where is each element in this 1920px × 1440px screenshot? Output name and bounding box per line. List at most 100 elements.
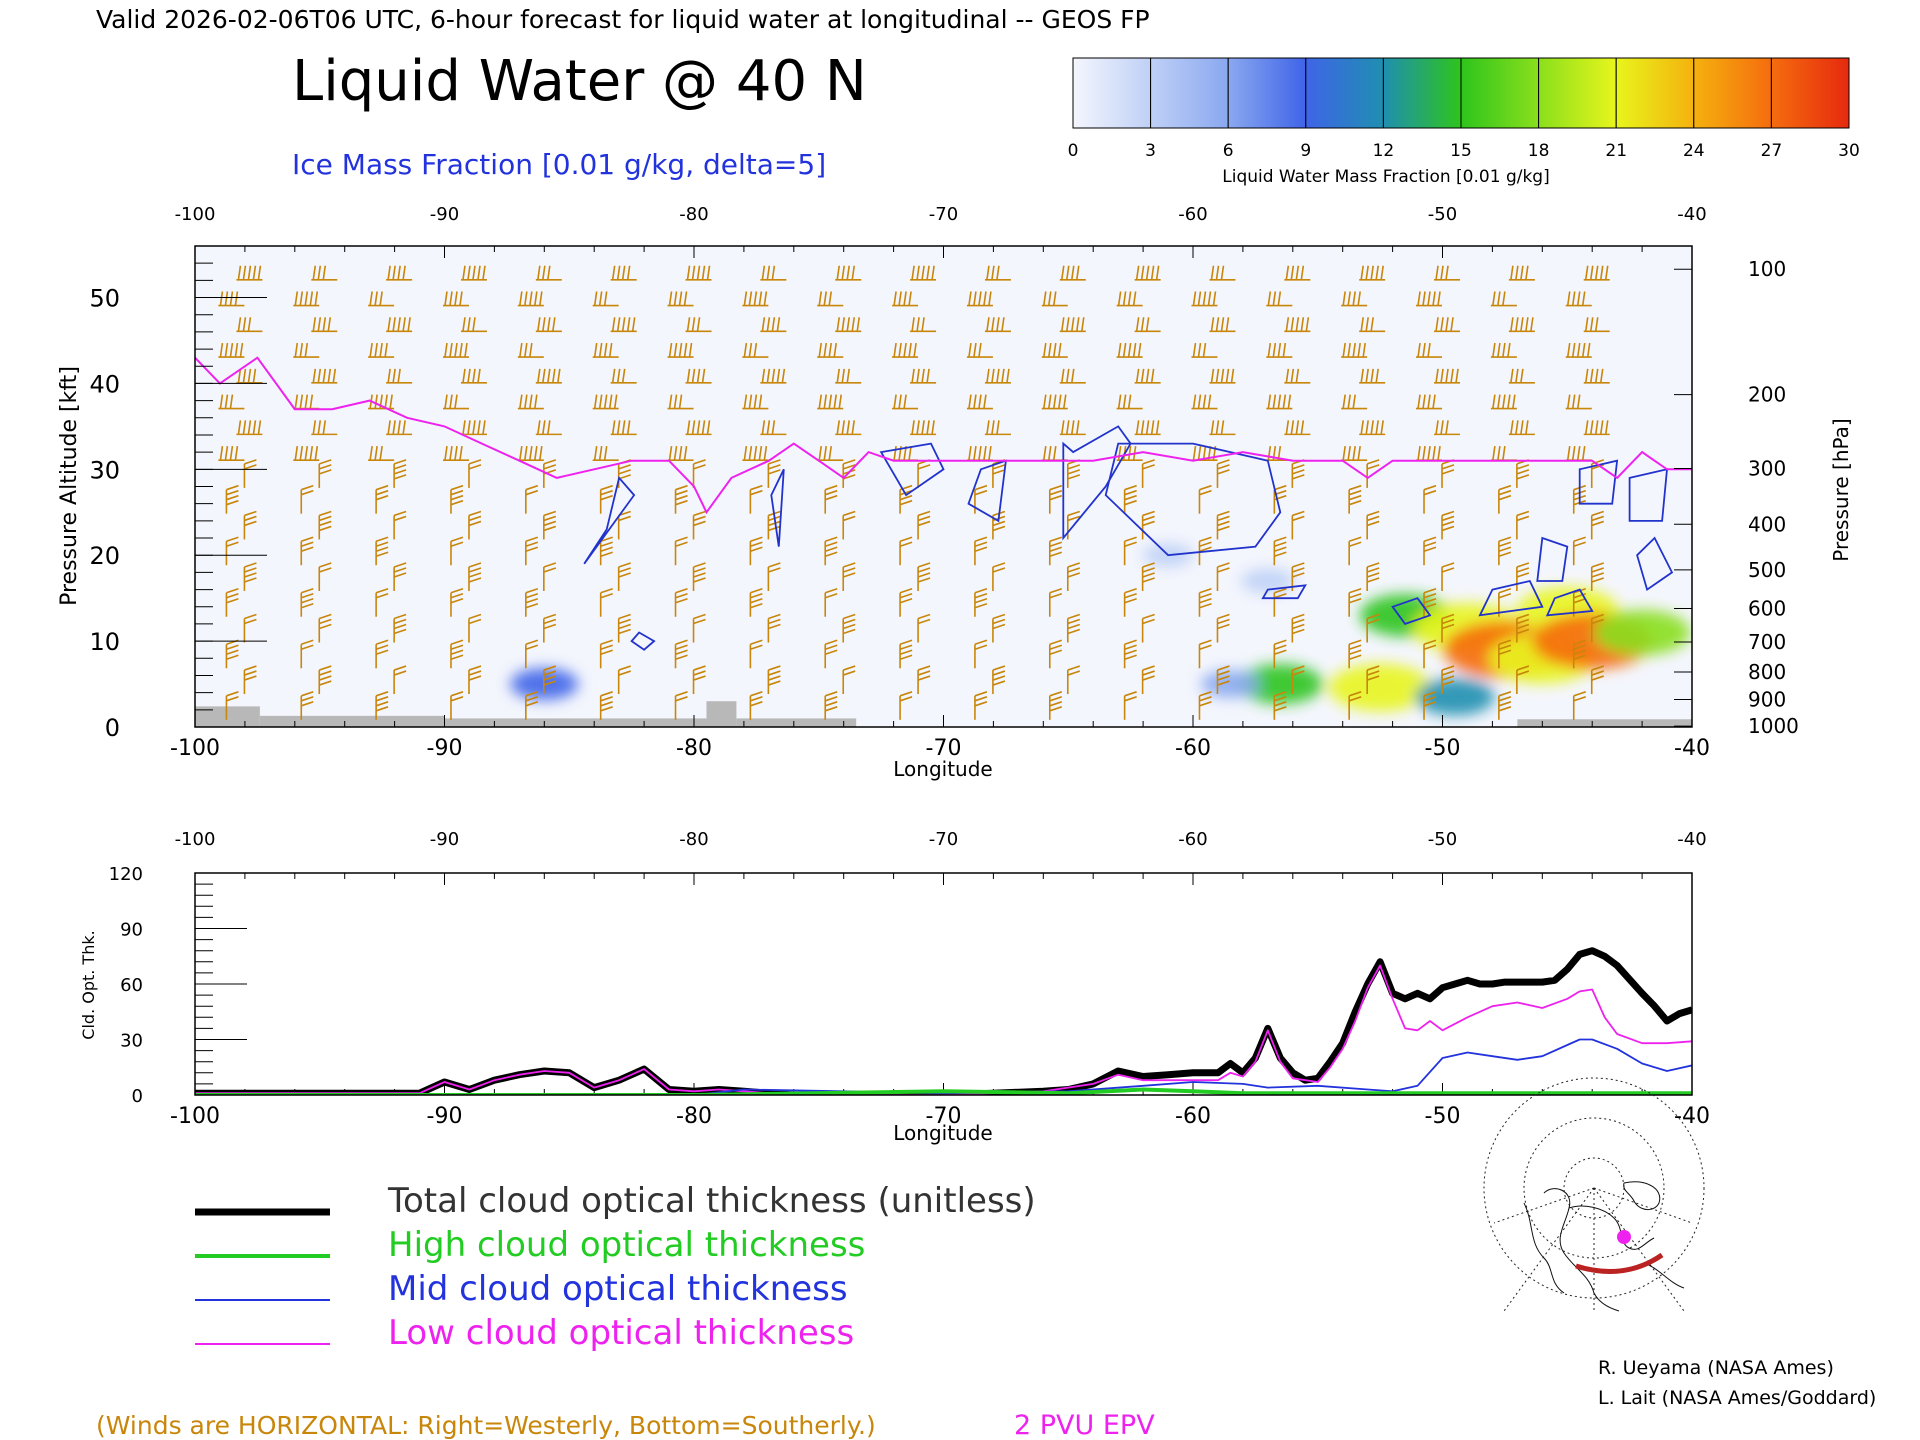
wind-barb bbox=[974, 536, 988, 566]
wind-barb bbox=[892, 291, 919, 307]
wind-barb bbox=[760, 420, 787, 436]
wind-barb bbox=[1141, 562, 1155, 591]
wind-barb bbox=[760, 368, 787, 384]
wind-barb bbox=[899, 587, 913, 617]
ice-contour bbox=[879, 442, 945, 497]
wind-barb bbox=[300, 536, 314, 566]
wind-barb bbox=[1508, 317, 1535, 333]
wind-barb bbox=[525, 484, 539, 514]
wind-barb bbox=[767, 459, 781, 488]
opt-x-tick-label: -70 bbox=[926, 1104, 962, 1129]
wind-barb bbox=[824, 639, 838, 669]
wind-barb bbox=[1266, 394, 1293, 410]
chart-subtitle: Ice Mass Fraction [0.01 g/kg, delta=5] bbox=[292, 148, 826, 181]
wind-barb bbox=[1341, 394, 1368, 410]
wind-barb bbox=[311, 368, 338, 384]
wind-barb bbox=[617, 665, 631, 695]
colorbar-box-1 bbox=[1150, 57, 1229, 129]
wind-barb bbox=[442, 446, 469, 461]
wind-barb bbox=[824, 691, 838, 720]
legend-label: Low cloud optical thickness bbox=[388, 1313, 854, 1353]
wind-barb bbox=[1048, 587, 1063, 617]
wind-barb bbox=[1273, 536, 1287, 566]
wind-barb bbox=[1273, 639, 1287, 669]
wind-barb bbox=[225, 691, 239, 720]
wind-barb bbox=[1273, 691, 1287, 720]
wind-barb bbox=[460, 265, 487, 281]
y-tick-label: 20 bbox=[89, 542, 120, 570]
wind-barb bbox=[1423, 639, 1437, 669]
wind-barb bbox=[243, 510, 257, 540]
wind-barb bbox=[974, 691, 988, 720]
wind-barb bbox=[218, 394, 245, 410]
wind-barb bbox=[1341, 291, 1368, 307]
wind-barb bbox=[1572, 536, 1586, 566]
wind-barb bbox=[442, 342, 469, 358]
wind-barb bbox=[1348, 639, 1362, 669]
wind-barb bbox=[1366, 510, 1380, 540]
wind-barb bbox=[225, 484, 239, 514]
opt-x-tick-label: -100 bbox=[170, 1104, 220, 1129]
wind-barb bbox=[525, 587, 539, 617]
wind-barb bbox=[1216, 562, 1230, 591]
wind-barb bbox=[375, 484, 389, 514]
wind-barb bbox=[442, 291, 469, 307]
wind-barb bbox=[468, 510, 482, 540]
opt-top-x-tick-label: -80 bbox=[679, 829, 708, 850]
profile-ylabel-right: Pressure [hPa] bbox=[1829, 418, 1853, 561]
y-tick-label: 50 bbox=[89, 285, 120, 313]
wind-barb bbox=[749, 587, 763, 617]
wind-barb bbox=[236, 420, 263, 436]
opt-x-tick-label: -40 bbox=[1674, 1104, 1710, 1129]
profile-xlabel: Longitude bbox=[893, 757, 992, 781]
wind-barb bbox=[899, 639, 913, 669]
wind-barb bbox=[966, 394, 993, 410]
wind-barb bbox=[1423, 484, 1437, 514]
wind-barb bbox=[450, 536, 464, 566]
colorbar: 0 3 6 9 12 15 18 21 24 27 30 Liquid Water Mass Fra… bbox=[1068, 57, 1860, 187]
wind-barb bbox=[1590, 613, 1604, 643]
map-coastlines bbox=[1523, 1181, 1685, 1312]
wind-barb bbox=[599, 639, 613, 669]
wind-barb bbox=[460, 368, 487, 384]
colorbar-ticks: 0 3 6 9 12 15 18 21 24 27 30 bbox=[1068, 141, 1860, 161]
wind-barb bbox=[1416, 342, 1443, 358]
optical-series bbox=[195, 947, 1692, 1095]
ice-contour bbox=[630, 631, 656, 651]
wind-barb bbox=[842, 562, 856, 591]
map-cross-section-track bbox=[1575, 1252, 1664, 1274]
wind-barb bbox=[1198, 587, 1212, 617]
pressure-tick-label: 1000 bbox=[1748, 714, 1799, 738]
winds-note: (Winds are HORIZONTAL: Right=Westerly, B… bbox=[96, 1411, 876, 1440]
wind-barb bbox=[535, 317, 562, 333]
wind-barb bbox=[236, 265, 263, 281]
wind-barb bbox=[1490, 342, 1517, 358]
wind-barb bbox=[1366, 459, 1380, 488]
wind-barb bbox=[674, 691, 688, 720]
wind-barb bbox=[1116, 394, 1143, 410]
wind-barb bbox=[767, 613, 781, 643]
wind-barb bbox=[749, 536, 763, 566]
wind-barb bbox=[1366, 613, 1380, 643]
y-tick-label: 40 bbox=[89, 370, 120, 398]
colorbar-tick-label: 21 bbox=[1605, 141, 1627, 161]
y-tick-label: 10 bbox=[89, 628, 120, 656]
wind-barb bbox=[910, 265, 937, 281]
wind-barb bbox=[1434, 265, 1461, 281]
wind-barb bbox=[984, 265, 1011, 281]
wind-barb bbox=[1209, 368, 1236, 384]
wind-barb bbox=[1291, 459, 1305, 488]
optical-frame bbox=[194, 872, 1693, 1096]
wind-barb bbox=[599, 536, 613, 566]
optical-xlabel: Longitude bbox=[893, 1121, 992, 1145]
wind-barb bbox=[386, 317, 413, 333]
wind-barb bbox=[318, 613, 332, 643]
wind-barb bbox=[450, 587, 464, 617]
wind-barb bbox=[1366, 562, 1380, 591]
wind-barb bbox=[966, 291, 993, 307]
wind-barb bbox=[517, 342, 544, 358]
wind-barb bbox=[1565, 291, 1592, 307]
wind-barb bbox=[450, 691, 464, 720]
colorbar-tick-label: 15 bbox=[1450, 141, 1472, 161]
wind-barb bbox=[293, 342, 320, 358]
